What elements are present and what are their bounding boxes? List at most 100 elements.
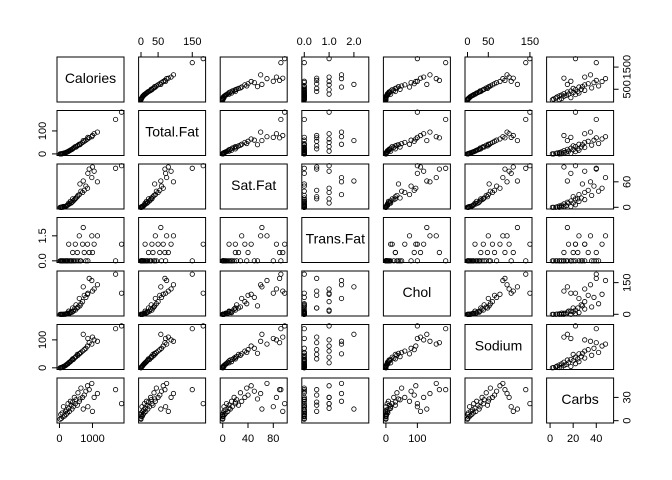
point: [80, 224, 86, 231]
y-tick-label: 0.0: [37, 253, 49, 268]
point: [421, 394, 427, 400]
point: [417, 164, 424, 170]
point: [504, 233, 510, 239]
x-tick-label: 80: [267, 433, 279, 445]
panel-frame: [219, 377, 288, 424]
point: [278, 387, 284, 393]
panel-frame: [138, 163, 207, 210]
point: [602, 174, 609, 181]
point: [282, 56, 288, 62]
point: [338, 338, 345, 344]
y-tick-label: 0: [622, 311, 634, 317]
point: [73, 302, 79, 308]
point: [273, 241, 280, 247]
point: [414, 241, 420, 247]
point: [226, 402, 232, 408]
point: [270, 258, 276, 264]
point: [57, 151, 63, 157]
point: [301, 345, 307, 351]
point: [189, 165, 195, 171]
point: [165, 249, 171, 256]
point: [277, 135, 283, 141]
point: [504, 282, 510, 288]
point: [231, 258, 237, 264]
point: [165, 334, 171, 340]
point: [481, 302, 487, 308]
point: [392, 249, 398, 256]
point: [582, 337, 588, 343]
point: [244, 301, 250, 307]
point: [421, 241, 427, 247]
point: [508, 290, 514, 296]
point: [549, 97, 555, 103]
point: [301, 294, 307, 301]
point: [553, 204, 559, 210]
point: [273, 131, 280, 137]
point: [80, 137, 86, 144]
point: [163, 78, 169, 84]
point: [89, 233, 95, 239]
x-tick-label: 20: [567, 433, 579, 445]
point: [81, 249, 87, 256]
panel-frame: [301, 324, 370, 370]
y-tick-label: 0: [622, 204, 634, 210]
point: [464, 204, 471, 210]
point: [414, 258, 420, 264]
point: [244, 83, 250, 89]
point: [587, 233, 594, 239]
point: [239, 295, 245, 302]
point: [112, 326, 119, 332]
point: [251, 388, 257, 394]
point: [94, 233, 101, 239]
point: [280, 132, 286, 139]
point: [258, 72, 264, 78]
point: [147, 394, 154, 400]
point: [502, 166, 508, 172]
point: [424, 137, 430, 144]
point: [301, 365, 307, 371]
point: [397, 144, 403, 150]
point: [568, 308, 574, 314]
point: [527, 109, 533, 115]
point: [71, 394, 77, 400]
x-tick-label: 0: [138, 36, 144, 48]
point: [391, 144, 397, 151]
point: [406, 398, 413, 404]
point: [504, 179, 510, 185]
point: [508, 404, 514, 410]
point: [565, 241, 572, 247]
panel-frame: [546, 217, 615, 263]
point: [383, 97, 389, 103]
point: [338, 380, 345, 387]
point: [421, 337, 427, 343]
point: [259, 406, 265, 412]
point: [502, 135, 508, 141]
point: [553, 364, 559, 370]
point: [314, 356, 320, 362]
point: [486, 396, 492, 402]
point: [556, 204, 562, 210]
point: [587, 72, 594, 78]
point: [576, 147, 582, 153]
point: [326, 185, 332, 191]
point: [79, 394, 86, 400]
y-tick-label: 1500: [622, 55, 634, 79]
point: [338, 174, 345, 181]
point: [248, 383, 254, 389]
point: [152, 233, 158, 239]
point: [314, 351, 320, 358]
point: [508, 258, 514, 264]
point: [491, 292, 498, 298]
point: [301, 311, 307, 317]
point: [138, 97, 144, 103]
point: [480, 241, 486, 247]
point: [264, 76, 270, 82]
point: [259, 137, 265, 144]
point: [259, 284, 265, 290]
point: [76, 295, 82, 302]
point: [314, 77, 320, 83]
panel-frame: [56, 217, 125, 263]
point: [582, 74, 588, 80]
point: [587, 179, 594, 185]
point: [587, 338, 594, 344]
